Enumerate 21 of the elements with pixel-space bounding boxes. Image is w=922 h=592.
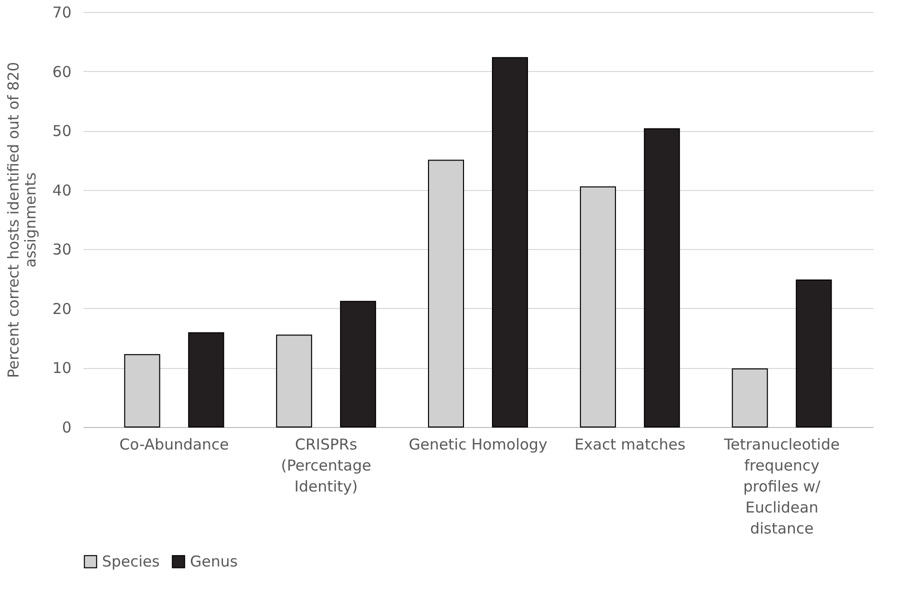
y-tick-label: 10 xyxy=(52,359,72,378)
y-tick-label: 70 xyxy=(52,4,72,22)
legend-label: Genus xyxy=(190,552,238,571)
legend-label: Species xyxy=(102,552,160,571)
y-tick-label: 60 xyxy=(52,62,72,81)
y-tick-label: 30 xyxy=(52,240,72,259)
y-tick-label: 20 xyxy=(52,300,72,318)
bar xyxy=(340,300,376,428)
x-tick-label: Tetranucleotide frequency profiles w/ Euclidean distance xyxy=(722,436,840,538)
x-tick-label: Exact matches xyxy=(574,436,686,454)
bar xyxy=(188,332,224,428)
y-tick-label: 0 xyxy=(62,418,72,436)
y-tick-label: 50 xyxy=(52,122,72,140)
bar xyxy=(796,279,832,428)
y-axis-title: Percent correct hosts identified out of 820 assignments xyxy=(4,62,40,378)
y-tick-label: 40 xyxy=(52,181,72,200)
x-tick-label: CRISPRs (Percentage Identity) xyxy=(280,436,372,496)
bar xyxy=(644,128,680,428)
x-tick-label: Co-Abundance xyxy=(119,436,229,454)
x-tick-label: Genetic Homology xyxy=(408,436,548,454)
bar xyxy=(492,57,528,428)
